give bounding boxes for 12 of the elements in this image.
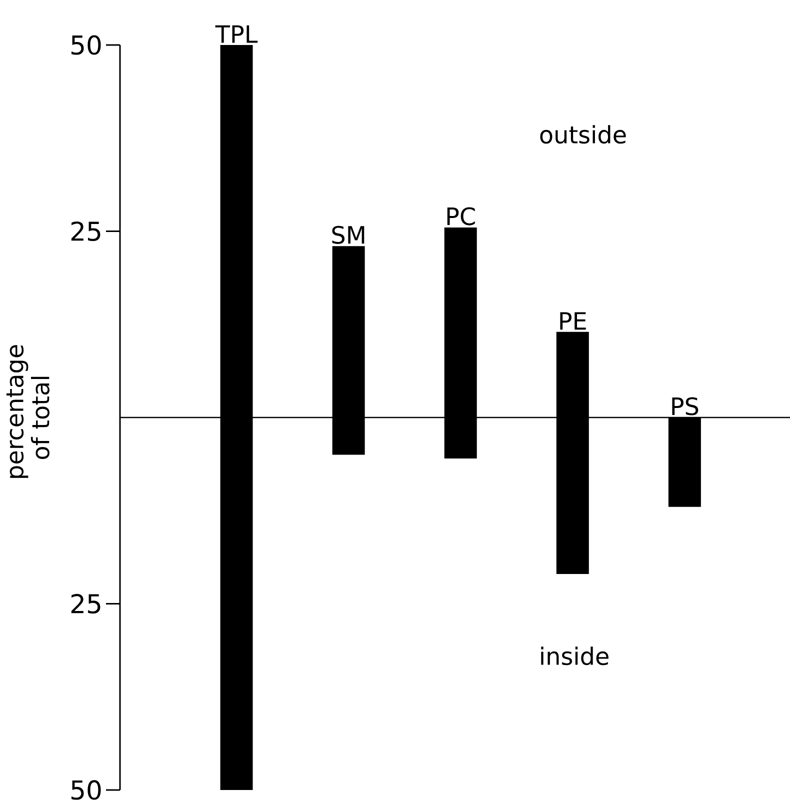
x-tick-label: TPL — [215, 25, 258, 43]
x-tick-label: PC — [447, 207, 475, 226]
y-tick-label: 25 — [71, 594, 100, 614]
y-tick-label: 50 — [72, 35, 101, 55]
annotation: inside — [541, 646, 608, 666]
y-axis-title: percentage of total — [6, 345, 50, 478]
annotation: outside — [540, 125, 626, 144]
y-tick-label: 50 — [72, 780, 101, 800]
y-tick-label: 25 — [71, 221, 100, 242]
x-tick-label: PS — [672, 397, 698, 416]
x-tick-label: SM — [332, 226, 364, 244]
x-tick-label: PE — [560, 312, 586, 330]
